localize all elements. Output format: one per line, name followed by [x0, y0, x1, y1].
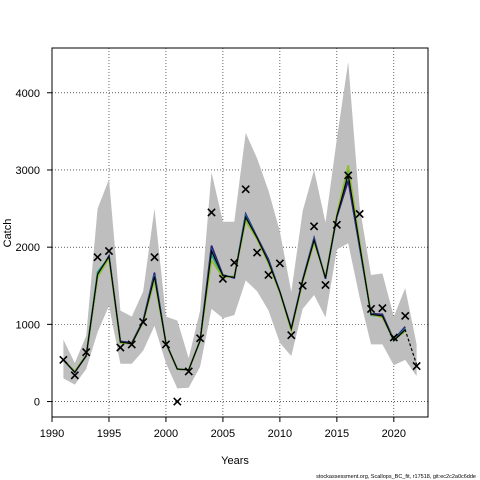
y-tick-label: 4000 [16, 88, 40, 100]
observed-point [264, 270, 273, 280]
observed-point [309, 222, 319, 231]
x-axis: 1990 1995 2000 2005 2010 2015 2020 [40, 417, 406, 440]
observed-point [366, 304, 376, 314]
observed-point [173, 397, 182, 406]
observed-point [218, 274, 228, 283]
observed-mark-b [150, 253, 159, 262]
observed-point [82, 347, 91, 357]
observed-mark-b [230, 258, 239, 267]
observed-mark-b [378, 303, 387, 313]
observed-point [161, 340, 171, 349]
observed-mark-b [389, 333, 398, 342]
observed-mark-b [275, 259, 285, 268]
observed-point [355, 209, 364, 219]
observed-point [116, 343, 125, 352]
observed-point [287, 331, 296, 340]
footer-text: stockassessment.org, Scallops_BC_fit, r1… [316, 474, 476, 480]
observed-points [59, 171, 421, 406]
observed-point [127, 340, 136, 349]
y-tick-label: 1000 [16, 319, 40, 331]
observed-mark-b [195, 334, 205, 343]
observed-point [389, 333, 398, 342]
observed-point [104, 246, 114, 256]
observed-mark-b [138, 317, 148, 327]
observed-point [401, 311, 410, 321]
x-tick-label: 1995 [97, 428, 121, 440]
observed-mark-b [321, 280, 330, 290]
observed-mark-b [161, 340, 171, 349]
observed-point [59, 355, 68, 365]
observed-mark-b [332, 220, 342, 229]
x-axis-title: Years [221, 455, 249, 467]
y-tick-label: 3000 [16, 165, 40, 177]
observed-mark-b [412, 361, 421, 371]
observed-point [321, 280, 330, 290]
y-axis: 0 1000 2000 3000 4000 [16, 88, 52, 409]
confidence-band [63, 61, 417, 389]
observed-point [378, 303, 387, 313]
observed-mark-b [82, 347, 91, 357]
x-tick-label: 2005 [211, 428, 235, 440]
observed-point [412, 361, 421, 371]
y-tick-label: 2000 [16, 242, 40, 254]
observed-mark-b [173, 397, 182, 406]
y-axis-title: Catch [2, 219, 14, 248]
observed-mark-b [344, 171, 353, 180]
observed-mark-b [264, 270, 273, 280]
observed-point [332, 220, 342, 229]
x-tick-label: 1990 [40, 428, 64, 440]
observed-point [195, 334, 205, 343]
y-tick-label: 0 [34, 397, 40, 409]
observed-point [252, 248, 262, 257]
observed-point [275, 259, 285, 268]
observed-mark-b [59, 355, 68, 365]
observed-mark-b [252, 248, 262, 257]
observed-point [230, 258, 239, 267]
observed-point [184, 367, 193, 376]
observed-mark-b [93, 253, 102, 262]
x-tick-label: 2020 [382, 428, 406, 440]
observed-mark-b [355, 209, 364, 219]
observed-mark-b [218, 274, 228, 283]
observed-mark-b [116, 343, 125, 352]
observed-point [207, 208, 216, 217]
observed-mark-b [366, 304, 376, 314]
observed-mark-b [70, 371, 79, 380]
x-tick-label: 2015 [325, 428, 349, 440]
observed-point [241, 185, 250, 194]
observed-mark-b [287, 331, 296, 340]
x-tick-label: 2010 [268, 428, 292, 440]
observed-mark-b [309, 222, 319, 231]
observed-point [150, 253, 159, 262]
observed-mark-b [298, 281, 307, 290]
observed-point [138, 317, 148, 327]
x-tick-label: 2000 [154, 428, 178, 440]
observed-mark-b [401, 311, 410, 321]
observed-point [93, 253, 102, 262]
observed-point [298, 281, 307, 290]
observed-mark-b [184, 367, 193, 376]
observed-mark-b [127, 340, 136, 349]
plot-frame [51, 47, 429, 418]
observed-point [70, 371, 79, 380]
observed-mark-b [241, 185, 250, 194]
observed-mark-b [104, 246, 114, 256]
forecast-line [393, 328, 418, 365]
observed-point [344, 171, 353, 180]
observed-mark-b [207, 208, 216, 217]
